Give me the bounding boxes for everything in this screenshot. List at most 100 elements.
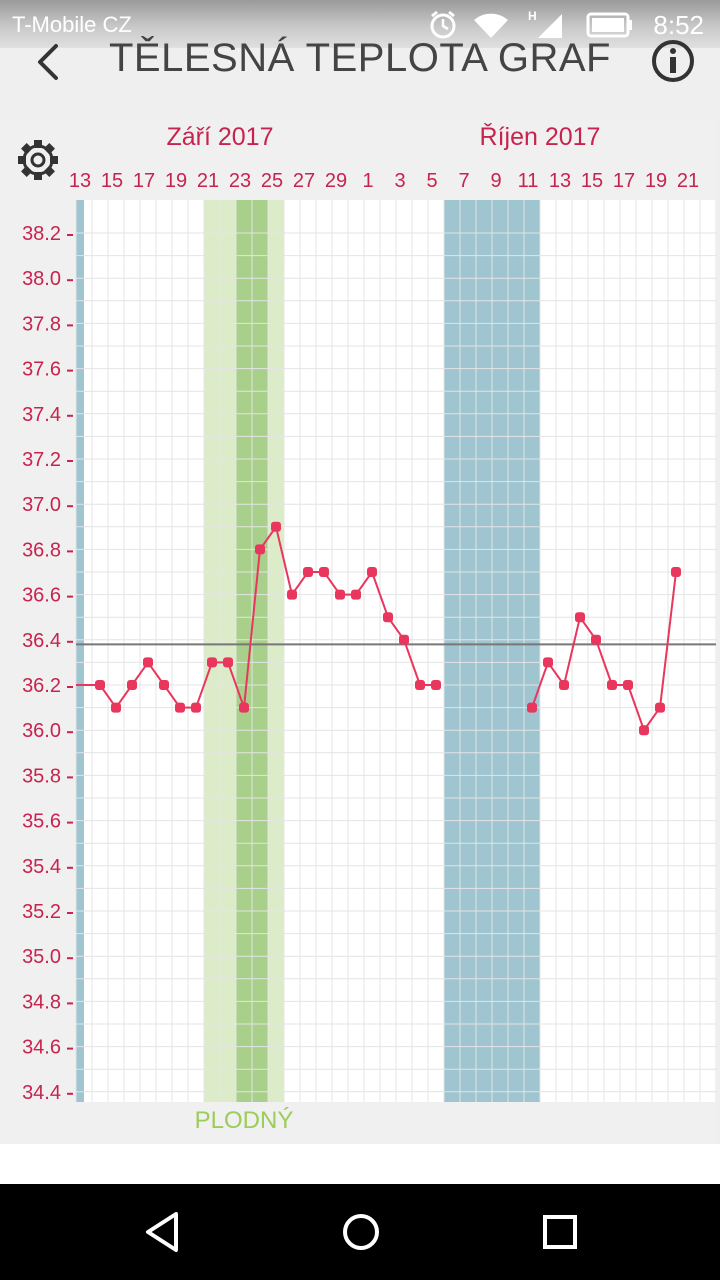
temperature-point[interactable] bbox=[239, 702, 249, 713]
x-tick-label: 9 bbox=[490, 170, 501, 192]
temperature-line-segment bbox=[275, 526, 293, 595]
temperature-point[interactable] bbox=[607, 680, 617, 690]
gear-tooth bbox=[34, 172, 42, 180]
temperature-line-segment bbox=[627, 684, 645, 731]
y-tick-label: 34.8 bbox=[22, 991, 61, 1013]
temperature-point[interactable] bbox=[335, 589, 345, 600]
y-tick-label: 35.0 bbox=[22, 946, 61, 968]
x-tick-label: 17 bbox=[133, 170, 155, 192]
x-tick-label: 15 bbox=[101, 170, 123, 192]
temperature-point[interactable] bbox=[159, 680, 169, 690]
temperature-line-segment bbox=[403, 639, 421, 686]
chart-panel: 38.2 38.0 37.8 37.6 37.4 37.2 37.0 36.8 36.6 36.4… bbox=[0, 120, 717, 1144]
temperature-line-segment bbox=[563, 616, 581, 686]
app-bar: TĚLESNÁ TEPLOTA GRAF bbox=[0, 0, 720, 120]
temperature-point[interactable] bbox=[319, 567, 329, 577]
chevron-left-icon[interactable] bbox=[30, 40, 70, 84]
x-tick-label: 21 bbox=[677, 170, 699, 192]
gear-tooth bbox=[34, 140, 42, 148]
temperature-line-segment bbox=[531, 662, 549, 708]
recents-square-icon[interactable] bbox=[530, 1202, 590, 1262]
navigation-bar bbox=[0, 1184, 720, 1280]
temperature-point[interactable] bbox=[399, 634, 409, 645]
back-triangle-icon[interactable] bbox=[132, 1202, 192, 1262]
gear-icon[interactable] bbox=[18, 140, 58, 180]
period-band bbox=[76, 200, 84, 1102]
y-tick-label: 34.6 bbox=[22, 1037, 61, 1059]
temperature-point[interactable] bbox=[255, 544, 265, 555]
temperature-point[interactable] bbox=[287, 589, 297, 600]
temperature-point[interactable] bbox=[623, 680, 633, 690]
temperature-line-segment bbox=[195, 662, 213, 708]
y-tick-label: 35.6 bbox=[22, 811, 61, 833]
x-tick-label: 7 bbox=[458, 170, 469, 192]
temperature-chart[interactable]: 38.2 38.0 37.8 37.6 37.4 37.2 37.0 36.8 36.6 36.4… bbox=[0, 120, 717, 1144]
y-tick-label: 36.0 bbox=[22, 720, 61, 742]
info-icon[interactable] bbox=[650, 38, 696, 84]
temperature-point[interactable] bbox=[207, 657, 217, 668]
temperature-point[interactable] bbox=[559, 680, 569, 690]
wifi-icon bbox=[474, 13, 508, 38]
temperature-point[interactable] bbox=[639, 725, 649, 736]
page-title: TĚLESNÁ TEPLOTA GRAF bbox=[109, 36, 611, 80]
x-tick-label: 19 bbox=[165, 170, 187, 192]
temperature-point[interactable] bbox=[543, 657, 553, 668]
alarm-icon bbox=[430, 10, 456, 39]
y-tick-label: 37.0 bbox=[22, 494, 61, 516]
y-tick-label: 35.4 bbox=[22, 856, 61, 878]
temperature-line-segment bbox=[227, 662, 245, 708]
temperature-point[interactable] bbox=[591, 634, 601, 645]
temperature-point[interactable] bbox=[127, 680, 137, 690]
bottom-spacer bbox=[0, 1144, 720, 1184]
svg-text:H: H bbox=[528, 9, 537, 23]
y-tick-label: 36.2 bbox=[22, 675, 61, 697]
x-tick-label: 3 bbox=[394, 170, 405, 192]
y-tick-label: 38.0 bbox=[22, 268, 61, 290]
y-tick-label: 37.8 bbox=[22, 313, 61, 335]
y-tick-label: 35.8 bbox=[22, 765, 61, 787]
x-tick-label: 29 bbox=[325, 170, 347, 192]
temperature-point[interactable] bbox=[415, 680, 425, 690]
x-tick-label: 1 bbox=[362, 170, 373, 192]
month-label: Září 2017 bbox=[166, 123, 273, 151]
temperature-point[interactable] bbox=[655, 702, 665, 713]
month-label: Říjen 2017 bbox=[480, 122, 601, 151]
temperature-line-segment bbox=[595, 639, 613, 686]
temperature-line-segment bbox=[371, 571, 389, 618]
y-tick-label: 36.6 bbox=[22, 585, 61, 607]
temperature-point[interactable] bbox=[191, 702, 201, 713]
temperature-point[interactable] bbox=[527, 702, 537, 713]
temperature-line-segment bbox=[659, 571, 677, 708]
status-bar: T-Mobile CZ H 8:52 bbox=[0, 0, 720, 48]
temperature-point[interactable] bbox=[271, 521, 281, 532]
x-tick-label: 21 bbox=[197, 170, 219, 192]
y-tick-label: 38.2 bbox=[22, 223, 61, 245]
temperature-point[interactable] bbox=[351, 589, 361, 600]
temperature-point[interactable] bbox=[303, 567, 313, 577]
clock: 8:52 bbox=[653, 10, 704, 40]
temperature-point[interactable] bbox=[223, 657, 233, 668]
temperature-point[interactable] bbox=[431, 680, 441, 690]
x-tick-label: 11 bbox=[518, 170, 539, 192]
temperature-point[interactable] bbox=[95, 680, 105, 690]
y-tick-label: 34.4 bbox=[22, 1082, 61, 1104]
temperature-point[interactable] bbox=[575, 612, 585, 623]
y-tick-label: 36.4 bbox=[22, 630, 61, 652]
temperature-point[interactable] bbox=[367, 567, 377, 577]
temperature-point[interactable] bbox=[671, 567, 681, 577]
signal-icon: H bbox=[528, 9, 562, 38]
carrier-name: T-Mobile CZ bbox=[12, 12, 132, 37]
temperature-point[interactable] bbox=[111, 702, 121, 713]
temperature-point[interactable] bbox=[175, 702, 185, 713]
x-tick-label: 23 bbox=[229, 170, 251, 192]
temperature-point[interactable] bbox=[383, 612, 393, 623]
temperature-point[interactable] bbox=[143, 657, 153, 668]
home-circle-icon[interactable] bbox=[331, 1202, 391, 1262]
x-tick-label: 13 bbox=[69, 170, 91, 192]
x-tick-label: 27 bbox=[293, 170, 315, 192]
x-tick-label: 17 bbox=[613, 170, 635, 192]
temperature-line-segment bbox=[243, 549, 261, 708]
fertile-label: PLODNÝ bbox=[195, 1107, 294, 1134]
y-tick-label: 37.2 bbox=[22, 449, 61, 471]
x-tick-label: 19 bbox=[645, 170, 667, 192]
